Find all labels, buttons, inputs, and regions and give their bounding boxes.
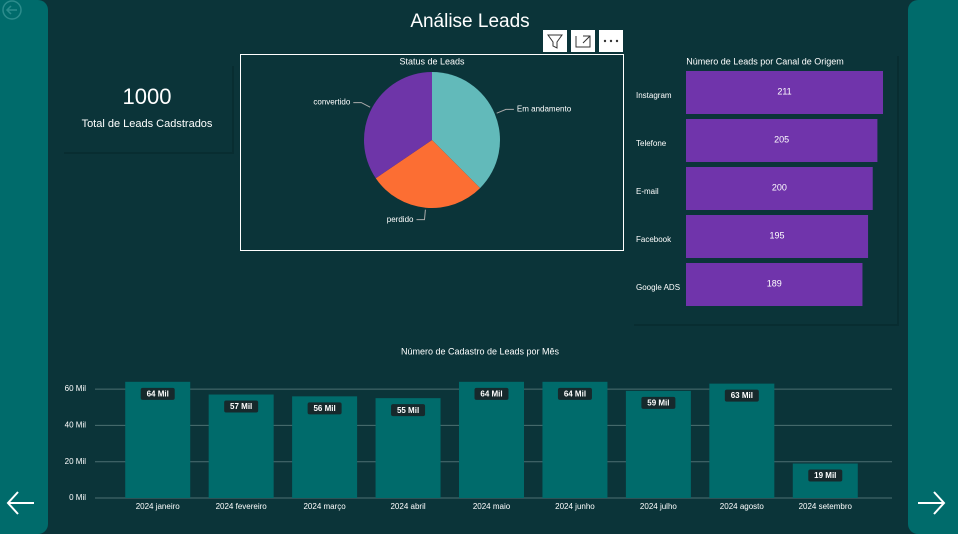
leader-line bbox=[496, 108, 514, 114]
bar bbox=[125, 381, 191, 498]
chart-title: Número de Cadastro de Leads por Mês bbox=[401, 346, 560, 356]
value-label: 64 Mil bbox=[147, 389, 169, 398]
focus-button[interactable] bbox=[571, 30, 595, 52]
next-page[interactable] bbox=[918, 491, 946, 515]
value-label: 64 Mil bbox=[480, 389, 502, 398]
x-tick-label: 2024 março bbox=[303, 502, 346, 511]
value-label-bg bbox=[391, 404, 426, 417]
filter-button[interactable] bbox=[543, 30, 567, 52]
bar-category: Facebook bbox=[636, 235, 672, 244]
pie-slice bbox=[364, 72, 432, 179]
bar-value: 200 bbox=[772, 182, 787, 192]
pie-slice bbox=[432, 72, 500, 189]
value-label-bg bbox=[557, 387, 592, 400]
kpi-label: Total de Leads Cadstrados bbox=[82, 118, 213, 130]
bar-value: 211 bbox=[777, 86, 791, 96]
value-label: 63 Mil bbox=[731, 391, 753, 400]
visual-toolbar bbox=[543, 30, 623, 52]
value-label-bg bbox=[474, 387, 509, 400]
bar bbox=[686, 119, 878, 162]
more-icon bbox=[603, 39, 619, 43]
y-tick-label: 60 Mil bbox=[65, 384, 87, 393]
x-tick-label: 2024 abril bbox=[390, 502, 425, 511]
y-tick-label: 0 Mil bbox=[69, 493, 86, 502]
value-label-bg bbox=[224, 400, 259, 413]
bar-value: 189 bbox=[767, 278, 782, 288]
value-label: 64 Mil bbox=[564, 389, 586, 398]
pie-label: perdido bbox=[387, 215, 414, 224]
kpi-card bbox=[62, 64, 232, 152]
bar bbox=[686, 263, 863, 306]
bar bbox=[686, 167, 873, 210]
leader-line bbox=[416, 209, 426, 221]
chart-title: Número de Leads por Canal de Origem bbox=[686, 56, 844, 66]
value-label-bg bbox=[140, 387, 175, 400]
bar-value: 205 bbox=[774, 134, 789, 144]
bar bbox=[686, 215, 869, 258]
pie-slice bbox=[375, 140, 481, 208]
bar-category: E-mail bbox=[636, 187, 659, 196]
filter-icon bbox=[547, 34, 563, 49]
y-tick-label: 20 Mil bbox=[65, 457, 87, 466]
x-tick-label: 2024 fevereiro bbox=[216, 502, 268, 511]
value-label-bg bbox=[724, 389, 759, 402]
leader-line bbox=[353, 102, 371, 108]
x-tick-label: 2024 maio bbox=[473, 502, 511, 511]
back-button[interactable] bbox=[2, 0, 22, 20]
prev-page[interactable] bbox=[6, 491, 34, 515]
x-tick-label: 2024 junho bbox=[555, 502, 595, 511]
value-label-bg bbox=[808, 469, 843, 482]
focus-icon bbox=[575, 35, 591, 48]
bar bbox=[542, 381, 608, 498]
left-panel bbox=[0, 0, 48, 534]
y-tick-label: 40 Mil bbox=[65, 420, 87, 429]
value-label: 57 Mil bbox=[230, 402, 252, 411]
bar-category: Instagram bbox=[636, 91, 672, 100]
kpi-value: 1000 bbox=[123, 84, 172, 109]
pie-label: Em andamento bbox=[517, 104, 572, 113]
value-label: 19 Mil bbox=[814, 471, 836, 480]
bar bbox=[459, 381, 524, 498]
x-tick-label: 2024 setembro bbox=[799, 502, 853, 511]
bar-category: Telefone bbox=[636, 139, 667, 148]
value-label-bg bbox=[641, 396, 676, 409]
value-label: 59 Mil bbox=[647, 399, 669, 408]
pie-label: convertido bbox=[313, 98, 350, 107]
bar-value: 195 bbox=[770, 230, 785, 240]
value-label-bg bbox=[307, 402, 342, 415]
bar-category: Google ADS bbox=[636, 283, 680, 292]
value-label: 56 Mil bbox=[313, 404, 335, 413]
page-title: Análise Leads bbox=[410, 11, 529, 32]
x-tick-label: 2024 agosto bbox=[720, 502, 765, 511]
bar bbox=[686, 71, 883, 114]
x-tick-label: 2024 julho bbox=[640, 502, 677, 511]
right-panel bbox=[908, 0, 958, 534]
chart-title: Status de Leads bbox=[399, 56, 465, 66]
value-label: 55 Mil bbox=[397, 406, 419, 415]
x-tick-label: 2024 janeiro bbox=[136, 502, 181, 511]
bar bbox=[709, 383, 775, 498]
